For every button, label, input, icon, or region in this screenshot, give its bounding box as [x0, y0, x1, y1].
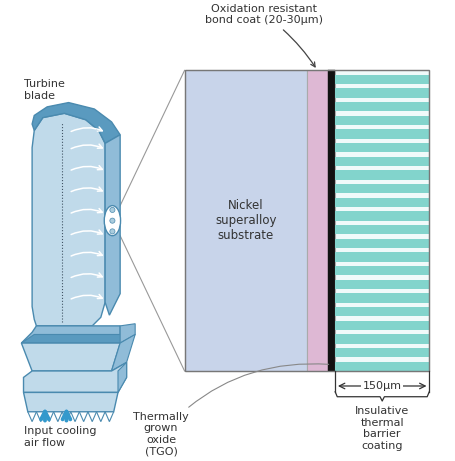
Text: Oxidation resistant
bond coat (20-30μm): Oxidation resistant bond coat (20-30μm)	[205, 4, 323, 67]
Text: Turbine
blade: Turbine blade	[24, 79, 65, 100]
Bar	[335, 362, 430, 371]
Bar	[335, 293, 430, 302]
Polygon shape	[21, 343, 120, 371]
Bar	[335, 212, 430, 221]
Polygon shape	[21, 326, 120, 343]
Circle shape	[110, 207, 115, 213]
Bar	[335, 71, 430, 371]
Bar	[335, 116, 430, 125]
Polygon shape	[32, 113, 105, 326]
Bar	[335, 89, 430, 98]
Text: 150μm: 150μm	[363, 381, 402, 391]
Bar	[335, 252, 430, 262]
Bar	[328, 71, 335, 371]
Polygon shape	[24, 362, 126, 392]
Bar	[335, 225, 430, 234]
Text: Nickel
superalloy
substrate: Nickel superalloy substrate	[215, 199, 277, 242]
Bar	[335, 184, 430, 193]
Ellipse shape	[104, 206, 121, 236]
Polygon shape	[111, 335, 135, 371]
Bar	[335, 307, 430, 316]
Bar	[335, 266, 430, 275]
Bar	[335, 75, 430, 84]
Polygon shape	[118, 362, 126, 392]
Bar	[185, 71, 430, 371]
Text: Thermally
grown
oxide
(TGO): Thermally grown oxide (TGO)	[133, 364, 329, 456]
Bar	[335, 171, 430, 180]
Bar	[335, 348, 430, 357]
Bar	[335, 102, 430, 112]
Bar	[335, 239, 430, 248]
Polygon shape	[21, 335, 135, 343]
Bar	[335, 157, 430, 166]
Bar	[335, 198, 430, 207]
Bar	[335, 321, 430, 330]
Bar	[307, 71, 328, 371]
Circle shape	[110, 229, 115, 234]
Bar	[335, 334, 430, 343]
Text: Insulative
thermal
barrier
coating: Insulative thermal barrier coating	[355, 406, 410, 451]
Text: Input cooling
air flow: Input cooling air flow	[24, 426, 96, 448]
Circle shape	[110, 218, 115, 223]
Bar	[335, 280, 430, 289]
Bar	[335, 130, 430, 139]
Bar	[185, 71, 307, 371]
Bar	[335, 143, 430, 152]
Polygon shape	[105, 135, 120, 315]
Polygon shape	[32, 102, 120, 143]
Polygon shape	[24, 392, 118, 412]
Polygon shape	[120, 324, 135, 343]
